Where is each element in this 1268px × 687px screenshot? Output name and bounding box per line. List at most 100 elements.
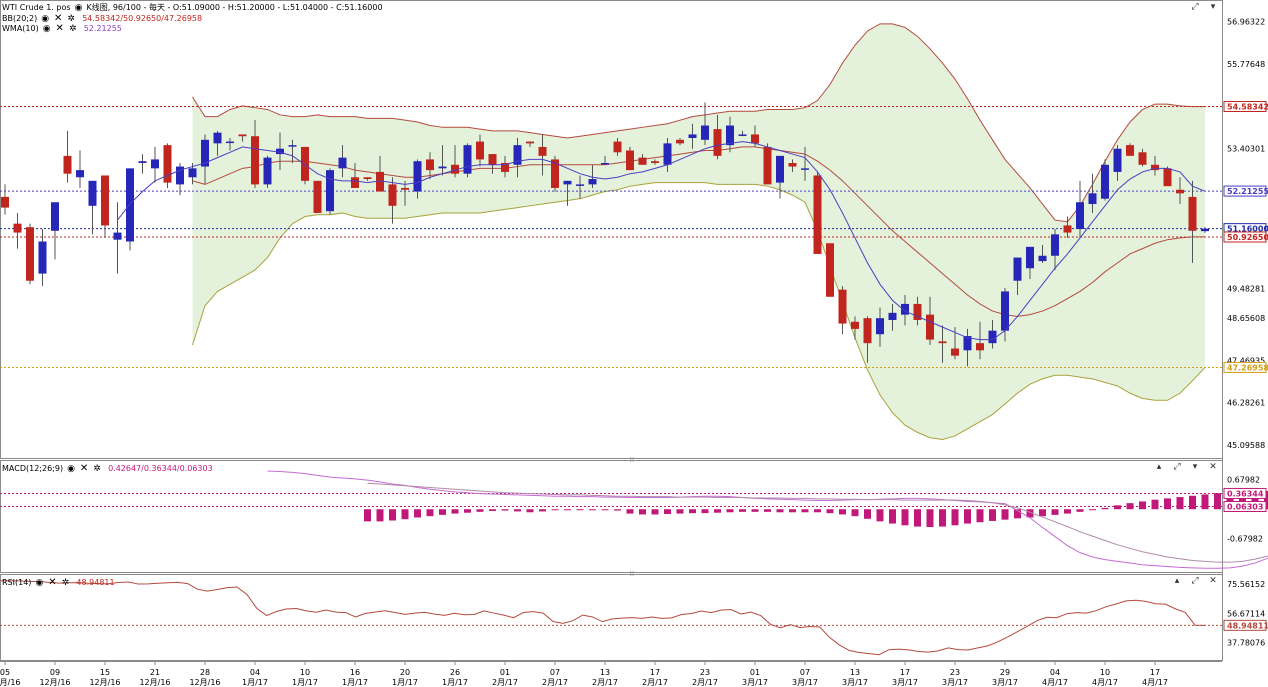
close-icon[interactable]: ✕ [1209, 576, 1217, 586]
candle [663, 138, 672, 172]
eye-icon[interactable]: ◉ [74, 2, 83, 13]
candle-body [701, 125, 709, 140]
candle-body [1176, 189, 1184, 194]
gear-icon[interactable]: ✲ [61, 577, 70, 588]
macd-histogram-bar [1164, 498, 1171, 510]
candle-body [151, 159, 159, 169]
macd-histogram-bar [589, 509, 596, 511]
rsi-axis-tick: 75.56152 [1227, 580, 1265, 589]
macd-histogram-bar [939, 509, 946, 527]
move-down-icon[interactable]: ▾ [1210, 2, 1216, 12]
candle [51, 202, 59, 260]
candle [1101, 159, 1109, 201]
close-icon[interactable]: ✕ [48, 576, 57, 588]
eye-icon[interactable]: ◉ [42, 23, 51, 34]
price-tag-label: 50.92650 [1227, 233, 1268, 242]
candle-body [1151, 164, 1159, 171]
time-axis-day: 04 [1050, 668, 1060, 677]
close-icon[interactable]: ✕ [79, 462, 89, 474]
candle [13, 212, 22, 249]
time-axis-month: 1月/17 [342, 678, 368, 687]
macd-histogram-bar [551, 509, 559, 511]
splitter-handle-icon[interactable]: ⁞⁞ [629, 570, 635, 578]
close-icon[interactable]: ✕ [55, 22, 64, 34]
time-axis-day: 05 [0, 668, 10, 677]
time-axis-day: 29 [1000, 668, 1010, 677]
candle-body [751, 134, 759, 144]
splitter-handle-icon[interactable]: ⁞⁞ [629, 456, 635, 464]
candle-body [1, 196, 9, 208]
candle [1126, 143, 1134, 156]
macd-histogram-bar [364, 509, 371, 522]
candle [1151, 155, 1159, 176]
time-axis-month: 2月/17 [492, 678, 518, 687]
price-tag [1223, 185, 1267, 197]
candle-body [876, 318, 884, 335]
candle [901, 295, 909, 326]
macd-histogram-bar [626, 509, 634, 514]
close-icon[interactable]: ✕ [53, 12, 63, 24]
candle [576, 175, 584, 199]
gear-icon[interactable]: ✲ [68, 23, 77, 34]
eye-icon[interactable]: ◉ [67, 463, 75, 474]
candle [1201, 227, 1209, 233]
rsi-value: 48.94811 [76, 578, 115, 587]
price-axis-tick: 55.77648 [1227, 60, 1265, 69]
price-tag-label: 51.16000 [1227, 225, 1268, 234]
time-axis-day: 01 [750, 668, 760, 677]
move-down-icon[interactable]: ▾ [1192, 462, 1198, 472]
candle [888, 303, 897, 331]
candle-body [663, 143, 672, 165]
candle [388, 177, 397, 224]
macd-histogram-bar [951, 509, 959, 526]
candle-body [763, 146, 772, 185]
candle [301, 146, 309, 185]
candle-body [1188, 196, 1197, 231]
move-up-icon[interactable]: ▴ [1156, 462, 1162, 472]
maximize-icon[interactable]: ⤢ [1173, 462, 1181, 472]
maximize-icon[interactable]: ⤢ [1191, 2, 1199, 12]
macd-histogram-bar [764, 509, 771, 512]
candle [801, 146, 809, 181]
macd-histogram-bar [926, 509, 934, 528]
macd-histogram-bar [801, 509, 809, 513]
time-axis-day: 28 [200, 668, 210, 677]
macd-histogram-bar [901, 509, 909, 526]
rsi-axis-tick: 56.67114 [1227, 609, 1265, 618]
candle-body [101, 175, 109, 226]
time-axis-month: 12月/16 [189, 678, 220, 687]
candle [1063, 216, 1072, 238]
gear-icon[interactable]: ✲ [67, 13, 75, 24]
time-axis-month: 12月/16 [39, 678, 70, 687]
candle [501, 155, 509, 178]
candle-body [26, 227, 34, 281]
eye-icon[interactable]: ◉ [41, 13, 50, 24]
time-axis-day: 10 [1100, 668, 1110, 677]
ohlc-label: K线图, 96/100 - 每天 - O:51.09000 - H:51.200… [86, 3, 383, 12]
candle-body [138, 161, 147, 163]
macd-histogram-bar [789, 509, 796, 513]
candle-body [638, 157, 647, 165]
macd-line [267, 470, 1268, 569]
time-axis-day: 16 [350, 668, 360, 677]
time-axis-day: 13 [850, 668, 860, 677]
candle [976, 321, 984, 360]
macd-histogram-bar [439, 509, 446, 515]
macd-histogram-bar [689, 509, 696, 514]
candle [451, 145, 459, 178]
candle [38, 229, 47, 287]
candle-body [738, 134, 747, 136]
move-up-icon[interactable]: ▴ [1174, 576, 1180, 586]
maximize-icon[interactable]: ⤢ [1191, 576, 1199, 586]
candle-body [726, 125, 734, 146]
gear-icon[interactable]: ✲ [93, 463, 101, 474]
close-icon[interactable]: ✕ [1209, 462, 1217, 472]
candle-body [38, 241, 47, 274]
rsi-tag-label: 48.94811 [1227, 621, 1268, 630]
candle [876, 307, 884, 347]
candle-body [1076, 202, 1084, 229]
candle-body [913, 303, 922, 320]
eye-icon[interactable]: ◉ [35, 577, 44, 588]
candle-body [326, 170, 334, 212]
